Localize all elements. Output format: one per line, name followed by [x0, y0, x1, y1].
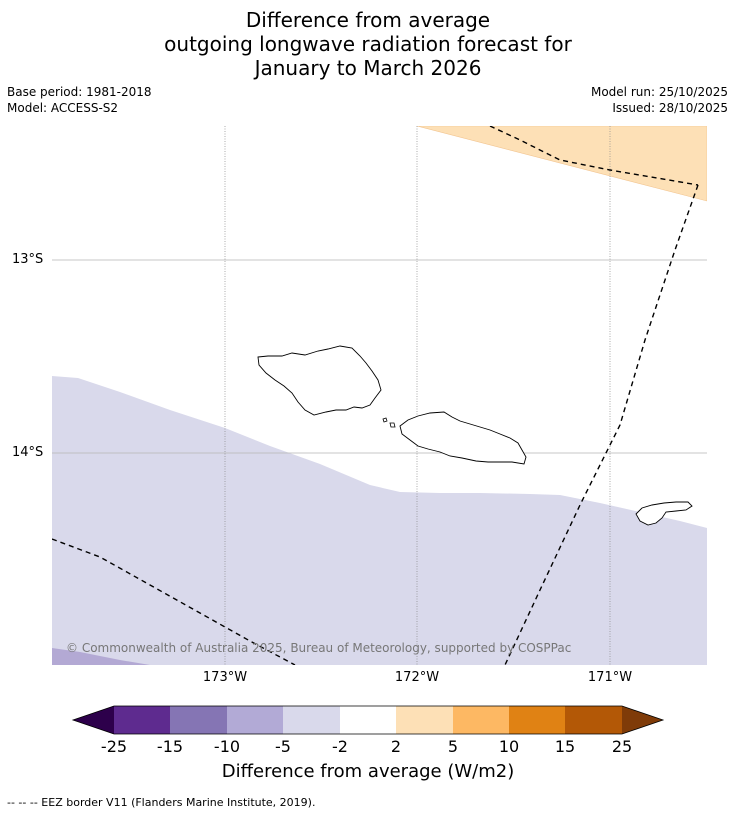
- island-upolu: [399, 411, 527, 465]
- lat-label-14s: 14°S: [12, 445, 44, 460]
- colorbar-segment-6: [396, 706, 453, 734]
- island-tutuila: [635, 501, 693, 526]
- lat-label-13s: 13°S: [12, 252, 44, 267]
- colorbar-segment-4: [283, 706, 340, 734]
- base-period: Base period: 1981-2018: [7, 85, 152, 99]
- colorbar-tick: 25: [611, 737, 633, 756]
- island-apolima: [382, 417, 388, 423]
- model-name: Model: ACCESS-S2: [7, 101, 119, 115]
- colorbar-segment-8: [509, 706, 565, 734]
- lon-label-173w: 173°W: [202, 670, 248, 685]
- eez-border-north: [489, 126, 699, 186]
- colorbar-segment-5: [340, 706, 396, 734]
- eez-border-east: [504, 184, 699, 665]
- colorbar-extend-high: [622, 706, 663, 734]
- map-panel: [52, 126, 707, 665]
- colorbar-label: Difference from average (W/m2): [221, 761, 515, 782]
- colorbar: [71, 705, 665, 735]
- anomaly-region-positive: [416, 126, 707, 202]
- colorbar-tick: 10: [498, 737, 520, 756]
- island-manono: [389, 422, 396, 428]
- colorbar-tick: -5: [275, 737, 291, 756]
- eez-border-southwest: [52, 538, 296, 665]
- title-line-1: Difference from average: [245, 8, 491, 32]
- anomaly-region-strong-negative: [52, 648, 150, 665]
- colorbar-segment-9: [565, 706, 622, 734]
- issued-date: Issued: 28/10/2025: [612, 101, 728, 115]
- model-run: Model run: 25/10/2025: [590, 85, 728, 99]
- chart-title: Difference from average outgoing longwav…: [0, 8, 736, 80]
- colorbar-segment-3: [227, 706, 283, 734]
- colorbar-tick: -2: [332, 737, 348, 756]
- colorbar-extend-low: [73, 706, 114, 734]
- meta-right: Model run: 25/10/2025 Issued: 28/10/2025: [591, 84, 728, 116]
- title-line-2: outgoing longwave radiation forecast for: [164, 32, 572, 56]
- anomaly-region-negative: [52, 376, 707, 665]
- copyright-notice: © Commonwealth of Australia 2025, Bureau…: [66, 641, 572, 655]
- lon-label-172w: 172°W: [394, 670, 440, 685]
- colorbar-tick: -10: [213, 737, 241, 756]
- colorbar-tick: -15: [156, 737, 184, 756]
- colorbar-tick: 15: [554, 737, 576, 756]
- title-line-3: January to March 2026: [254, 56, 482, 80]
- colorbar-segment-2: [170, 706, 227, 734]
- meta-left: Base period: 1981-2018 Model: ACCESS-S2: [7, 84, 152, 116]
- colorbar-segment-7: [453, 706, 509, 734]
- colorbar-tick: 2: [390, 737, 402, 756]
- colorbar-outline: [71, 705, 665, 735]
- colorbar-tick: -25: [100, 737, 128, 756]
- colorbar-segment-1: [114, 706, 170, 734]
- eez-legend-note: -- -- -- EEZ border V11 (Flanders Marine…: [7, 796, 316, 809]
- colorbar-tick: 5: [447, 737, 459, 756]
- island-savaii: [257, 345, 382, 416]
- lon-label-171w: 171°W: [587, 670, 633, 685]
